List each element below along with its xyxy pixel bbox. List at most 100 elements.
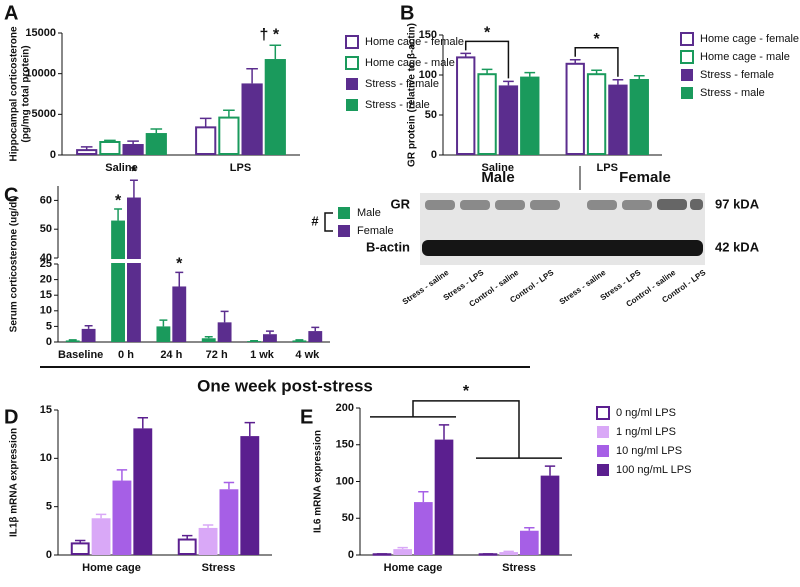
bar: [414, 502, 433, 555]
panel-letter: A: [4, 2, 18, 24]
annotation: *: [463, 383, 470, 400]
x-tick-label: 0 h: [118, 349, 134, 361]
error-bar: [116, 469, 128, 481]
western-blot: Male Female GR B-actin 97 kDA 42 kDA Str…: [366, 166, 760, 309]
error-bar: [544, 465, 556, 476]
error-bar: [397, 546, 408, 550]
legend-label: Stress - male: [365, 99, 430, 111]
y-tick-label: 15000: [25, 27, 56, 39]
bar: [608, 84, 628, 155]
x-tick-label: Baseline: [58, 349, 103, 361]
error-bar: [202, 524, 214, 528]
bar: [456, 56, 476, 155]
bar: [177, 538, 197, 555]
bar: [565, 62, 585, 155]
error-bar: [129, 179, 138, 198]
error-bar: [265, 330, 274, 335]
y-tick-label: 0: [46, 549, 52, 561]
error-bar: [612, 79, 624, 85]
legend-label: Stress - male: [700, 87, 765, 99]
y-tick-label: 0: [46, 336, 52, 348]
bar: [477, 73, 497, 155]
bar: [127, 197, 141, 342]
y-tick-label: 60: [40, 194, 52, 206]
legend-label: 1 ng/ml LPS: [616, 426, 676, 438]
y-tick-label: 200: [336, 402, 354, 414]
error-bar: [95, 513, 107, 519]
bracket: [574, 47, 619, 77]
error-bar: [503, 550, 514, 553]
bar: [195, 126, 217, 155]
bar: [629, 79, 649, 155]
x-tick-label: Home cage: [82, 562, 141, 574]
y-tick-label: 50: [425, 109, 437, 121]
legend-label: 10 ng/ml LPS: [616, 445, 682, 457]
bar: [478, 553, 498, 556]
panel-letter: D: [4, 406, 18, 428]
blot-size: 42 kDA: [715, 239, 760, 254]
y-tick-label: 150: [336, 439, 354, 451]
y-tick-label: 5000: [32, 108, 56, 120]
legend-label: Male: [357, 207, 381, 219]
bar: [499, 552, 518, 555]
y-tick-label: 15: [40, 404, 52, 416]
bar: [111, 220, 125, 342]
annotation: *: [176, 256, 183, 273]
y-tick-label: 0: [50, 149, 56, 161]
bar: [133, 428, 153, 555]
x-tick-label: Stress: [202, 562, 236, 574]
error-bar: [524, 527, 535, 531]
legend-label: 0 ng/ml LPS: [616, 407, 676, 419]
error-bar: [114, 208, 123, 221]
error-bar: [150, 128, 163, 134]
bar: [498, 85, 519, 155]
error-bar: [223, 109, 235, 118]
bar: [292, 340, 307, 342]
error-bar: [199, 117, 212, 128]
error-bar: [311, 326, 320, 332]
legend-swatch: [597, 426, 609, 438]
error-bar: [524, 71, 536, 77]
legend-swatch: [346, 99, 358, 111]
legend-label: Home cage - male: [365, 57, 455, 69]
x-tick-label: Saline: [482, 162, 514, 174]
blot-group: Female: [619, 169, 671, 186]
x-tick-label: 24 h: [160, 349, 182, 361]
legend-swatch: [597, 445, 609, 457]
y-tick-label: 150: [419, 29, 437, 41]
x-tick-label: 1 wk: [250, 349, 275, 361]
y-tick-label: 5: [46, 501, 52, 513]
error-bar: [295, 339, 304, 341]
y-tick-label: 10000: [25, 68, 56, 80]
x-tick-label: LPS: [597, 162, 618, 174]
legend-label: Stress - female: [700, 69, 774, 81]
bar: [122, 144, 144, 155]
annotation: † *: [260, 26, 280, 43]
legend-label: Home cage - female: [700, 33, 799, 45]
annotation: *: [593, 31, 600, 48]
x-tick-label: LPS: [230, 162, 251, 174]
bracket: [464, 40, 510, 79]
error-bar: [633, 75, 645, 79]
legend-swatch: [345, 56, 359, 70]
y-axis-label: GR protein (relative to β-actin): [407, 23, 418, 167]
y-axis-label: IL6 mRNA expression: [313, 430, 324, 533]
error-bar: [438, 424, 450, 440]
legend-label: Female: [357, 225, 394, 237]
bar: [198, 527, 218, 555]
legend-swatch: [680, 32, 694, 46]
bracket: [369, 416, 563, 459]
bar: [201, 338, 216, 342]
legend-swatch: [338, 225, 350, 237]
error-bar: [418, 491, 429, 503]
annotation: *: [484, 25, 491, 42]
bar: [91, 518, 111, 555]
blot-row: B-actin: [366, 239, 410, 254]
legend-swatch: [597, 464, 609, 476]
error-bar: [204, 335, 213, 339]
error-bar: [220, 310, 229, 323]
y-tick-label: 100: [419, 69, 437, 81]
bar: [586, 73, 607, 155]
y-axis-label: Serum corticosterone (ug/dl): [9, 196, 20, 333]
